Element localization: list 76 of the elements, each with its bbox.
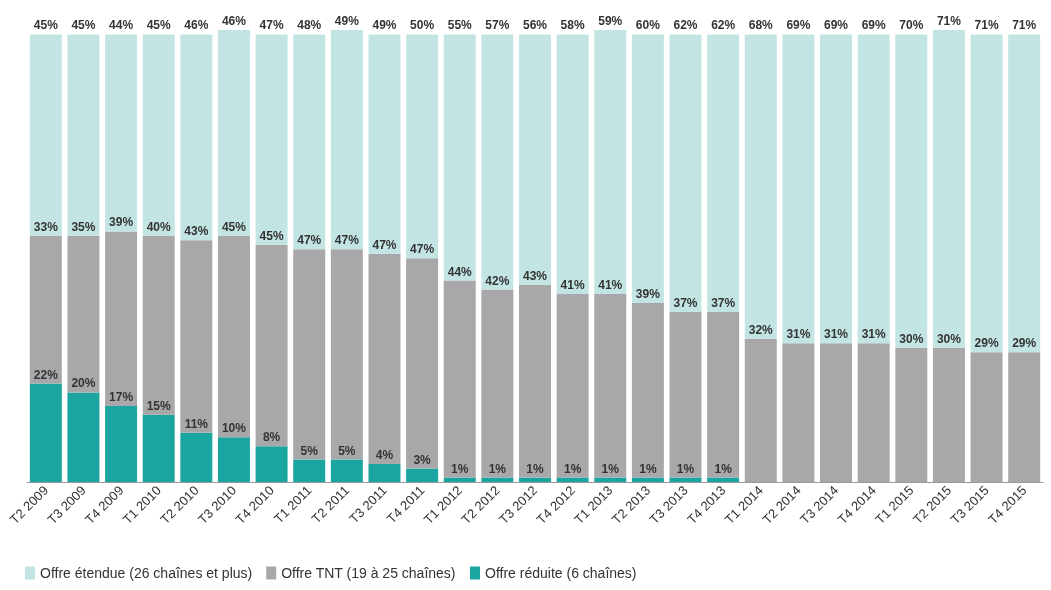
data-label: 71%: [974, 18, 999, 33]
data-label: 1%: [676, 461, 695, 476]
data-label: 4%: [375, 448, 394, 463]
data-label: 62%: [673, 18, 698, 33]
data-label: 45%: [221, 219, 247, 234]
data-label: 15%: [146, 398, 172, 413]
data-label: 20%: [71, 376, 96, 391]
legend-label: Offre étendue (26 chaînes et plus): [40, 565, 253, 581]
data-label: 49%: [334, 14, 360, 28]
data-label: 69%: [824, 18, 849, 33]
data-label: 60%: [635, 18, 661, 33]
data-label: 46%: [221, 14, 247, 28]
data-label: 5%: [300, 443, 319, 458]
data-label: 69%: [861, 18, 886, 33]
data-label: 57%: [485, 18, 510, 33]
data-label: 42%: [485, 273, 510, 288]
data-label: 41%: [598, 278, 623, 293]
data-label: 5%: [338, 443, 356, 458]
data-label: 71%: [1012, 18, 1037, 33]
data-label: 47%: [410, 242, 435, 257]
data-label: 47%: [297, 233, 322, 248]
data-label: 17%: [109, 389, 134, 404]
data-label: 1%: [451, 461, 469, 476]
data-label: 56%: [522, 18, 548, 33]
data-label: 62%: [711, 18, 736, 33]
data-label: 32%: [748, 322, 774, 337]
data-label: 69%: [786, 18, 811, 33]
data-label: 47%: [372, 237, 397, 252]
data-label: 37%: [711, 295, 736, 310]
data-label: 68%: [748, 18, 774, 33]
data-label: 47%: [334, 233, 360, 248]
data-label: 30%: [899, 331, 924, 346]
data-label: 59%: [598, 14, 623, 28]
data-label: 11%: [184, 416, 209, 431]
data-label: 1%: [563, 461, 582, 476]
data-label: 40%: [146, 219, 172, 234]
data-label: 35%: [71, 219, 96, 234]
data-label: 58%: [560, 18, 585, 33]
data-label: 22%: [33, 367, 59, 382]
data-label: 43%: [184, 224, 209, 239]
data-label: 48%: [297, 18, 322, 33]
data-label: 43%: [522, 269, 548, 284]
data-label: 29%: [974, 336, 999, 351]
data-label: 47%: [259, 18, 284, 33]
data-label: 55%: [447, 18, 473, 33]
data-label: 44%: [447, 264, 473, 279]
data-label: 70%: [899, 18, 924, 33]
data-label: 1%: [601, 461, 620, 476]
data-label: 50%: [410, 18, 435, 33]
data-label: 45%: [146, 18, 172, 33]
data-label: 37%: [673, 295, 698, 310]
data-label: 46%: [184, 18, 209, 33]
data-label: 3%: [413, 452, 432, 467]
data-label: 33%: [33, 219, 59, 234]
data-label: 45%: [259, 228, 284, 243]
data-label: 1%: [526, 461, 544, 476]
data-label: 49%: [372, 18, 397, 33]
data-label: 71%: [936, 14, 962, 28]
legend-label: Offre réduite (6 chaînes): [485, 565, 637, 581]
legend-label: Offre TNT (19 à 25 chaînes): [281, 565, 456, 581]
data-label: 44%: [109, 18, 134, 33]
data-label: 41%: [560, 278, 585, 293]
data-label: 8%: [262, 430, 281, 445]
data-label: 31%: [786, 327, 811, 342]
data-label: 10%: [221, 421, 247, 436]
data-label: 31%: [824, 327, 849, 342]
data-label: 30%: [936, 331, 962, 346]
data-label: 45%: [33, 18, 59, 33]
data-label: 1%: [639, 461, 657, 476]
data-label: 29%: [1012, 336, 1037, 351]
data-label: 39%: [109, 215, 134, 230]
data-label: 39%: [635, 286, 661, 301]
data-label: 31%: [861, 327, 886, 342]
data-label: 1%: [488, 461, 507, 476]
data-label: 1%: [714, 461, 733, 476]
data-label: 45%: [71, 18, 96, 33]
